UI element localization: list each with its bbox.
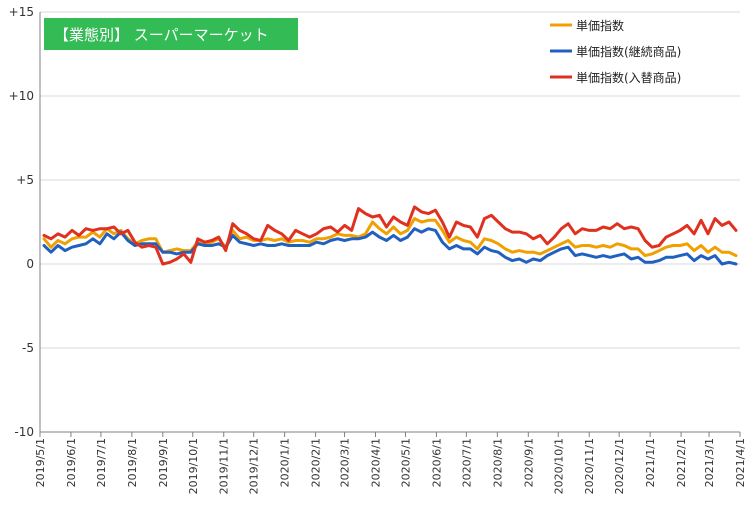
y-axis-ticks: -10 -5 0 +5 +10 +15 [9,5,34,439]
x-tick-label: 2020/1/1 [279,438,292,487]
x-tick-label: 2020/12/1 [613,438,626,494]
y-tick-label: +15 [9,5,34,19]
y-tick-label: 0 [26,257,34,271]
x-tick-label: 2021/3/1 [703,438,716,487]
series-lines [42,205,738,266]
legend-item: 単価指数 [550,18,624,33]
x-tick-label: 2021/2/1 [675,438,688,487]
x-tick-label: 2019/9/1 [157,438,170,487]
x-tick-label: 2020/2/1 [310,438,323,487]
x-tick-label: 2020/3/1 [339,438,352,487]
x-tick-label: 2020/10/1 [552,438,565,494]
legend: 単価指数 単価指数(継続商品) 単価指数(入替商品) [550,18,681,85]
x-tick-label: 2020/5/1 [399,438,412,487]
axes [39,12,740,433]
y-tick-label: -10 [14,425,34,439]
x-tick-label: 2019/5/1 [34,438,47,487]
legend-item: 単価指数(入替商品) [550,70,681,85]
legend-label: 単価指数(継続商品) [576,44,681,59]
x-tick-label: 2019/8/1 [126,438,139,487]
x-tick-label: 2019/7/1 [95,438,108,487]
x-tick-label: 2021/4/1 [734,438,745,487]
x-tick-label: 2020/6/1 [430,438,443,487]
y-tick-label: -5 [22,341,34,355]
series-line-0 [42,217,738,258]
legend-label: 単価指数 [576,18,624,33]
y-tick-label: +5 [16,173,34,187]
x-tick-label: 2019/11/1 [218,438,231,494]
x-tick-label: 2019/12/1 [248,438,261,494]
legend-label: 単価指数(入替商品) [576,70,681,85]
x-tick-label: 2020/9/1 [522,438,535,487]
series-line-1 [42,227,738,266]
x-tick-label: 2020/8/1 [491,438,504,487]
x-tick-label: 2019/6/1 [65,438,78,487]
x-tick-label: 2019/10/1 [187,438,200,494]
x-tick-label: 2020/11/1 [583,438,596,494]
chart-title-box: 【業態別】 スーパーマーケット [44,18,298,50]
x-tick-label: 2020/4/1 [370,438,383,487]
series-line-2 [42,205,738,266]
legend-item: 単価指数(継続商品) [550,44,681,59]
x-axis-ticks: 2019/5/1 2019/6/1 2019/7/1 2019/8/1 2019/9/1… [34,432,745,494]
chart-title: 【業態別】 スーパーマーケット [54,26,269,44]
x-tick-label: 2020/7/1 [460,438,473,487]
y-tick-label: +10 [9,89,34,103]
x-tick-label: 2021/1/1 [644,438,657,487]
